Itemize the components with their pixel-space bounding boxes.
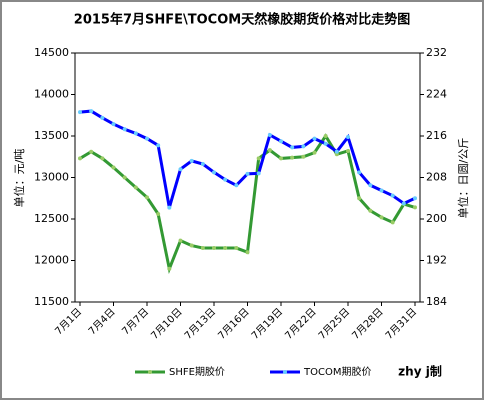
point (413, 196, 417, 201)
point (167, 205, 172, 210)
point (223, 177, 228, 182)
point (379, 188, 384, 193)
point (301, 144, 306, 149)
point (401, 201, 406, 206)
point (368, 208, 373, 213)
point (223, 246, 228, 251)
point (167, 266, 172, 271)
y-tick-label: 13500 (34, 129, 69, 142)
point (100, 156, 105, 161)
point (234, 183, 239, 188)
point (301, 154, 306, 159)
point (145, 195, 149, 200)
point (212, 246, 216, 251)
point (212, 170, 216, 175)
point (78, 156, 82, 161)
point (111, 122, 116, 127)
y2-tick-label: 200 (426, 212, 447, 225)
point (122, 127, 127, 132)
point (323, 134, 328, 138)
point (346, 148, 350, 153)
point (368, 183, 373, 188)
point (145, 136, 149, 141)
point (234, 246, 239, 251)
point (323, 141, 328, 146)
point (156, 212, 161, 217)
legend-marker (283, 370, 287, 374)
point (156, 143, 161, 148)
point (200, 246, 205, 251)
point (178, 167, 183, 172)
y-tick-label: 12500 (34, 212, 69, 225)
chart-title: 2015年7月SHFE\TOCOM天然橡胶期货价格对比走势图 (74, 12, 410, 28)
point (256, 156, 261, 161)
point (279, 139, 283, 144)
point (100, 115, 105, 120)
legend-marker (148, 370, 152, 374)
y2-axis-label: 单位：日圆/公斤 (456, 138, 470, 219)
point (256, 171, 261, 176)
y2-tick-label: 224 (426, 88, 447, 101)
point (290, 145, 295, 150)
point (133, 131, 138, 136)
y2-tick-label: 192 (426, 254, 447, 267)
y-tick-label: 14000 (34, 88, 69, 101)
point (189, 243, 194, 248)
point (312, 136, 317, 141)
point (133, 185, 138, 190)
point (89, 109, 94, 114)
point (122, 175, 127, 180)
point (346, 135, 350, 140)
y-tick-label: 11500 (34, 295, 69, 308)
point (78, 110, 82, 115)
point (334, 149, 339, 154)
y-tick-label: 13000 (34, 171, 69, 184)
point (89, 149, 94, 154)
point (390, 220, 395, 225)
point (290, 155, 295, 160)
point (357, 170, 362, 175)
point (178, 238, 183, 243)
y2-tick-label: 208 (426, 171, 447, 184)
y2-tick-label: 184 (426, 295, 447, 308)
y-tick-label: 14500 (34, 46, 69, 59)
point (267, 148, 272, 153)
point (245, 171, 250, 176)
point (245, 250, 250, 255)
point (111, 165, 116, 170)
y-axis-label: 单位：元/吨 (12, 149, 26, 208)
y2-tick-label: 232 (426, 46, 447, 59)
y2-tick-label: 216 (426, 129, 447, 142)
point (390, 193, 395, 198)
point (312, 150, 317, 155)
point (379, 215, 384, 220)
point (267, 132, 272, 137)
point (200, 162, 205, 167)
point (279, 156, 283, 161)
y-tick-label: 12000 (34, 254, 69, 267)
point (413, 205, 417, 210)
legend-label: TOCOM期胶价 (303, 365, 371, 378)
point (189, 158, 194, 163)
point (357, 196, 362, 201)
legend-label: SHFE期胶价 (169, 365, 225, 378)
credit: zhy j制 (398, 364, 442, 379)
